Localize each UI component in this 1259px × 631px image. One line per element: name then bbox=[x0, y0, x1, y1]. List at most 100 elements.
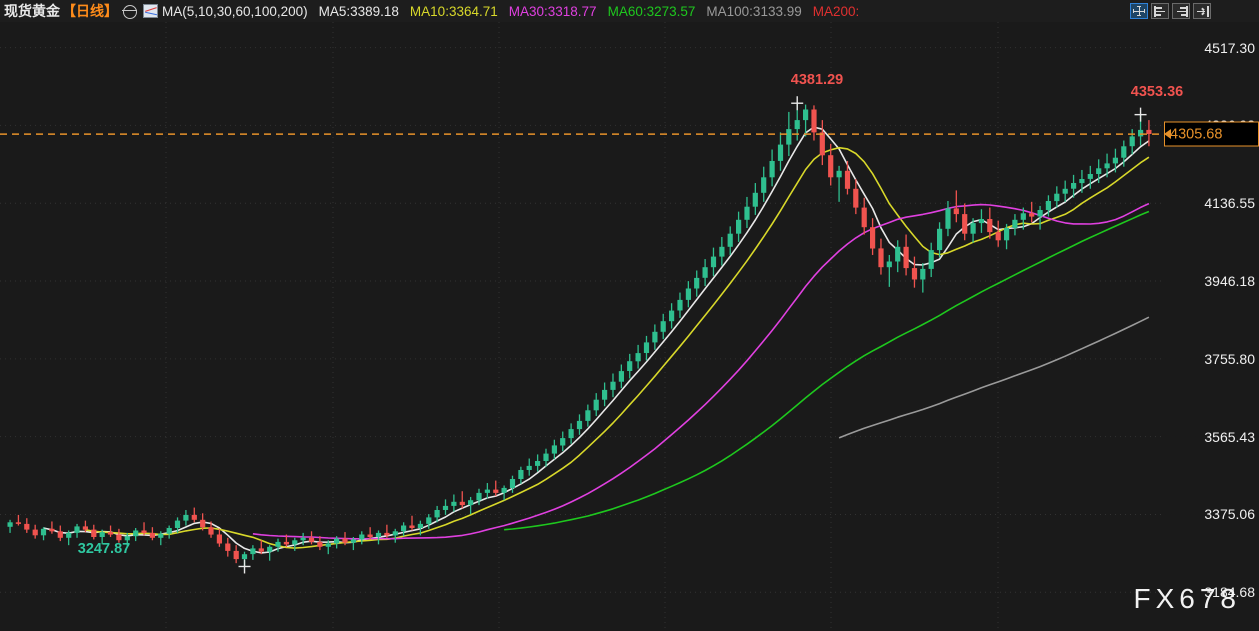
ma5-value: MA5:3389.18 bbox=[318, 3, 399, 19]
candle-body bbox=[1012, 219, 1018, 228]
candle-body bbox=[1146, 129, 1152, 134]
chart-header-bar: 现货黄金 【日线】 MA(5,10,30,60,100,200) MA5:338… bbox=[0, 0, 1259, 22]
candle-body bbox=[886, 261, 892, 268]
candle-body bbox=[903, 246, 909, 269]
candle-body bbox=[74, 526, 80, 533]
price-tick: 4136.55 bbox=[1204, 195, 1255, 212]
candle-body bbox=[677, 299, 683, 311]
candle-body bbox=[200, 519, 206, 528]
candle-body bbox=[459, 501, 465, 506]
align-right-tool[interactable] bbox=[1172, 3, 1190, 19]
ma60-value: MA60:3273.57 bbox=[607, 3, 696, 19]
candle-body bbox=[133, 530, 139, 537]
candle-body bbox=[149, 532, 155, 538]
candle-body bbox=[970, 223, 976, 234]
chart-toolbar bbox=[1130, 3, 1211, 19]
candle-body bbox=[509, 479, 516, 488]
candle-body bbox=[618, 371, 624, 382]
candle-body bbox=[317, 541, 323, 547]
scroll-to-end-tool[interactable] bbox=[1193, 3, 1211, 19]
candle-body bbox=[551, 445, 557, 454]
candle-body bbox=[853, 188, 859, 208]
period-label: 【日线】 bbox=[62, 3, 118, 19]
candle-body bbox=[359, 534, 365, 540]
candle-body bbox=[367, 534, 373, 537]
align-left-tool[interactable] bbox=[1151, 3, 1169, 19]
ma60-line bbox=[504, 210, 1150, 531]
last-price-badge[interactable]: 4305.68 bbox=[1164, 121, 1259, 147]
candlestick-plot-area[interactable] bbox=[0, 22, 1164, 631]
candle-body bbox=[769, 161, 775, 178]
candle-body bbox=[744, 206, 750, 220]
candle-body bbox=[828, 155, 834, 178]
candle-body bbox=[1037, 210, 1043, 217]
price-axis[interactable]: 4517.304326.934136.553946.183755.803565.… bbox=[1164, 22, 1259, 631]
circle-slash-icon[interactable] bbox=[122, 4, 137, 19]
candle-body bbox=[442, 505, 449, 510]
candle-body bbox=[384, 532, 390, 536]
candle-body bbox=[819, 132, 825, 156]
candle-body bbox=[107, 532, 114, 535]
candle-series bbox=[7, 103, 1152, 567]
ma30-value: MA30:3318.77 bbox=[508, 3, 597, 19]
price-tick: 3755.80 bbox=[1204, 350, 1255, 367]
ma10-value: MA10:3364.71 bbox=[409, 3, 498, 19]
candle-body bbox=[1054, 193, 1060, 202]
candle-body bbox=[233, 550, 239, 560]
candle-body bbox=[15, 522, 21, 524]
candle-body bbox=[870, 227, 876, 249]
price-tick: 4517.30 bbox=[1204, 39, 1255, 56]
candle-body bbox=[736, 219, 742, 234]
candle-body bbox=[292, 540, 298, 545]
grid-lines bbox=[0, 22, 1164, 631]
candle-body bbox=[593, 399, 599, 411]
candle-body bbox=[225, 543, 231, 551]
candle-body bbox=[937, 228, 943, 251]
watermark-logo: FX678 bbox=[1133, 583, 1241, 614]
candle-body bbox=[451, 501, 457, 506]
candle-body bbox=[727, 233, 733, 247]
candle-body bbox=[953, 208, 959, 215]
candle-body bbox=[1045, 201, 1051, 210]
candle-body bbox=[911, 268, 918, 280]
candle-body bbox=[216, 534, 222, 544]
candle-body bbox=[752, 192, 758, 207]
candle-body bbox=[484, 489, 490, 493]
candle-body bbox=[158, 533, 164, 538]
symbol-name: 现货黄金 bbox=[4, 3, 60, 19]
ma30-line bbox=[252, 202, 1150, 540]
candle-body bbox=[560, 438, 566, 446]
candle-body bbox=[258, 548, 264, 552]
high-label: 4381.29 bbox=[790, 72, 844, 88]
candle-body bbox=[183, 514, 189, 521]
candle-body bbox=[334, 538, 340, 544]
candle-body bbox=[710, 256, 717, 268]
candle-body bbox=[878, 248, 884, 268]
candle-body bbox=[166, 528, 172, 534]
candle-body bbox=[409, 525, 415, 528]
candle-body bbox=[895, 246, 901, 262]
period-low-marker bbox=[238, 559, 251, 574]
ma-definition-label: MA(5,10,30,60,100,200) bbox=[162, 3, 308, 19]
candle-body bbox=[761, 177, 767, 193]
candle-body bbox=[426, 517, 432, 524]
price-tick: 3184.68 bbox=[1204, 584, 1255, 601]
candle-body bbox=[811, 109, 817, 133]
crosshair-move-tool[interactable] bbox=[1130, 3, 1148, 19]
candle-body bbox=[543, 453, 549, 461]
candle-body bbox=[24, 523, 30, 530]
candle-body bbox=[241, 554, 248, 560]
candle-body bbox=[66, 532, 72, 538]
recent-high-label: 4353.36 bbox=[1130, 84, 1184, 100]
candle-body bbox=[1129, 136, 1135, 147]
candle-body bbox=[250, 548, 256, 555]
indicator-chart-icon[interactable] bbox=[143, 4, 158, 18]
candle-body bbox=[493, 489, 499, 493]
last-price-arrow-icon bbox=[1164, 129, 1171, 140]
candle-body bbox=[49, 528, 55, 532]
candle-body bbox=[300, 537, 306, 541]
candle-body bbox=[275, 541, 281, 547]
candle-body bbox=[32, 529, 38, 536]
candle-body bbox=[844, 170, 851, 189]
